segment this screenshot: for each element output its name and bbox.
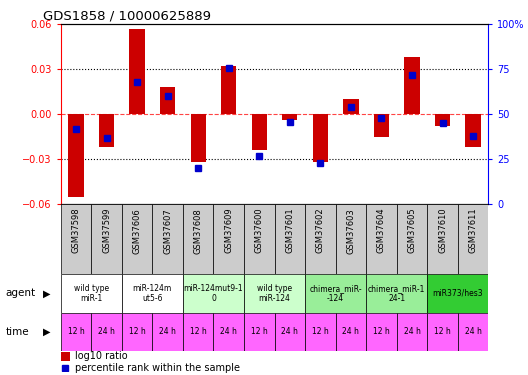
Bar (397, 204, 427, 274)
Text: chimera_miR-
-124: chimera_miR- -124 (309, 284, 362, 303)
Text: 12 h: 12 h (129, 327, 146, 336)
Text: GSM37608: GSM37608 (194, 208, 203, 254)
Bar (305, 204, 336, 274)
Bar (191, 114, 206, 162)
Bar (160, 87, 175, 114)
Text: miR-124mut9-1
0: miR-124mut9-1 0 (184, 284, 243, 303)
Bar (68, 114, 83, 197)
Bar (252, 114, 267, 150)
Bar (213, 313, 244, 351)
Bar (244, 313, 275, 351)
Bar (404, 57, 420, 114)
Text: GSM37607: GSM37607 (163, 208, 172, 254)
Bar (397, 313, 427, 351)
Text: 24 h: 24 h (343, 327, 360, 336)
Bar (183, 313, 213, 351)
Text: agent: agent (5, 288, 35, 298)
Bar (183, 274, 244, 313)
Text: ▶: ▶ (43, 288, 50, 298)
Bar (305, 274, 366, 313)
Bar (282, 114, 297, 120)
Text: GSM37605: GSM37605 (408, 208, 417, 254)
Text: wild type
miR-1: wild type miR-1 (74, 284, 109, 303)
Text: 12 h: 12 h (373, 327, 390, 336)
Bar (221, 66, 237, 114)
Text: 24 h: 24 h (465, 327, 482, 336)
Text: wild type
miR-124: wild type miR-124 (257, 284, 292, 303)
Text: 24 h: 24 h (159, 327, 176, 336)
Bar (336, 313, 366, 351)
Text: chimera_miR-1
24-1: chimera_miR-1 24-1 (368, 284, 426, 303)
Bar (374, 114, 389, 137)
Text: GSM37602: GSM37602 (316, 208, 325, 254)
Text: GSM37599: GSM37599 (102, 208, 111, 254)
Bar (466, 114, 481, 147)
Bar (183, 204, 213, 274)
Bar (427, 274, 488, 313)
Text: GDS1858 / 10000625889: GDS1858 / 10000625889 (43, 9, 211, 22)
Bar (122, 313, 153, 351)
Text: GSM37609: GSM37609 (224, 208, 233, 254)
Text: GSM37606: GSM37606 (133, 208, 142, 254)
Text: GSM37611: GSM37611 (469, 208, 478, 254)
Text: log10 ratio: log10 ratio (75, 351, 127, 361)
Bar (129, 29, 145, 114)
Bar (122, 274, 183, 313)
Text: miR-124m
ut5-6: miR-124m ut5-6 (133, 284, 172, 303)
Bar (366, 274, 427, 313)
Text: 24 h: 24 h (281, 327, 298, 336)
Bar (91, 313, 122, 351)
Text: 12 h: 12 h (190, 327, 206, 336)
Bar (122, 204, 153, 274)
Text: 24 h: 24 h (98, 327, 115, 336)
Text: GSM37598: GSM37598 (71, 208, 80, 254)
Bar (61, 274, 122, 313)
Bar (61, 352, 70, 361)
Bar (458, 313, 488, 351)
Bar (458, 204, 488, 274)
Bar (99, 114, 114, 147)
Bar (427, 204, 458, 274)
Bar (366, 204, 397, 274)
Bar (313, 114, 328, 162)
Bar (275, 204, 305, 274)
Bar (244, 274, 305, 313)
Bar (153, 204, 183, 274)
Bar (435, 114, 450, 126)
Text: 24 h: 24 h (403, 327, 420, 336)
Text: 12 h: 12 h (312, 327, 329, 336)
Text: 24 h: 24 h (220, 327, 237, 336)
Bar (343, 99, 359, 114)
Bar (213, 204, 244, 274)
Text: time: time (5, 327, 29, 337)
Text: 12 h: 12 h (434, 327, 451, 336)
Text: GSM37603: GSM37603 (346, 208, 355, 254)
Text: 12 h: 12 h (68, 327, 84, 336)
Bar (366, 313, 397, 351)
Text: 12 h: 12 h (251, 327, 268, 336)
Bar (91, 204, 122, 274)
Bar (153, 313, 183, 351)
Bar (336, 204, 366, 274)
Bar (61, 313, 91, 351)
Text: ▶: ▶ (43, 327, 50, 337)
Bar (275, 313, 305, 351)
Text: GSM37601: GSM37601 (285, 208, 294, 254)
Text: GSM37610: GSM37610 (438, 208, 447, 254)
Text: GSM37600: GSM37600 (255, 208, 264, 254)
Bar (244, 204, 275, 274)
Text: percentile rank within the sample: percentile rank within the sample (75, 363, 240, 372)
Bar (427, 313, 458, 351)
Bar (305, 313, 336, 351)
Text: miR373/hes3: miR373/hes3 (432, 289, 483, 298)
Bar (61, 204, 91, 274)
Text: GSM37604: GSM37604 (377, 208, 386, 254)
